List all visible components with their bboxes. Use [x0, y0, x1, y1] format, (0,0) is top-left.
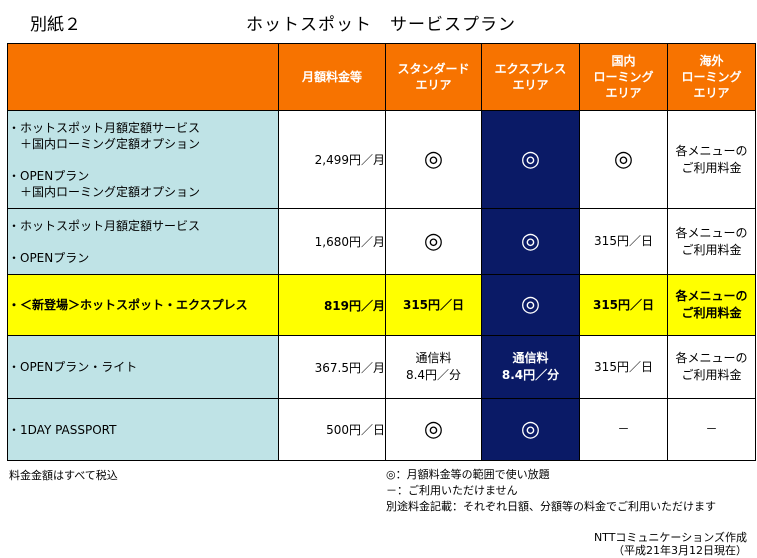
price-cell: 1,680円／月	[278, 208, 386, 275]
service-line: ・OPENプラン・ライト	[8, 360, 138, 374]
overseas-cell: 各メニューの ご利用料金	[667, 274, 756, 336]
overseas-cell: －	[667, 398, 756, 461]
express-cell: ◎	[481, 110, 580, 209]
price-cell: 2,499円／月	[278, 110, 386, 209]
overseas-cell: 各メニューの ご利用料金	[667, 110, 756, 209]
table-row: ・1DAY PASSPORT 500円／日 ◎ ◎ － －	[7, 398, 756, 461]
service-cell: ・ホットスポット月額定額サービス ＋国内ローミング定額オプション ・OPENプラ…	[7, 110, 279, 209]
overseas-cell: 各メニューの ご利用料金	[667, 335, 756, 399]
price-cell: 819円／月	[278, 274, 386, 336]
tax-note: 料金金額はすべて税込	[9, 469, 118, 482]
express-cell: ◎	[481, 274, 580, 336]
appendix-label: 別紙２	[30, 15, 81, 35]
unlimited-mark: ◎	[520, 416, 541, 442]
express-cell: 通信料 8.4円／分	[481, 335, 580, 399]
service-line: ・＜新登場＞ホットスポット・エクスプレス	[8, 298, 248, 312]
legend-notes: ◎：月額料金等の範囲で使い放題 －：ご利用いただけません 別途料金記載：それぞれ…	[386, 467, 716, 515]
service-line	[9, 234, 278, 250]
unlimited-mark: ◎	[520, 146, 541, 172]
header-domestic-roaming: 国内 ローミング エリア	[579, 43, 668, 111]
domestic-cell: ◎	[579, 110, 668, 209]
service-line: ・ホットスポット月額定額サービス	[8, 218, 201, 233]
author-name: NTTコミュニケーションズ作成	[593, 531, 747, 544]
table-row: ・ホットスポット月額定額サービス ＋国内ローミング定額オプション ・OPENプラ…	[7, 110, 756, 209]
note-unavailable: －：ご利用いただけません	[386, 484, 518, 497]
header-standard-area: スタンダード エリア	[385, 43, 482, 111]
header-overseas-roaming: 海外 ローミング エリア	[667, 43, 756, 111]
unlimited-mark: ◎	[423, 146, 444, 172]
service-line: ・1DAY PASSPORT	[8, 422, 117, 437]
note-unlimited: ◎：月額料金等の範囲で使い放題	[386, 468, 550, 481]
service-line: ・OPENプラン	[8, 168, 90, 183]
domestic-cell: 315円／日	[579, 208, 668, 275]
domestic-cell: －	[579, 398, 668, 461]
express-cell: ◎	[481, 208, 580, 275]
domestic-cell: 315円／日	[579, 335, 668, 399]
service-line: ＋国内ローミング定額オプション	[8, 184, 201, 199]
header-service	[7, 43, 279, 111]
service-cell: ・＜新登場＞ホットスポット・エクスプレス	[7, 274, 279, 336]
standard-cell: ◎	[385, 208, 482, 275]
standard-cell: 315円／日	[385, 274, 482, 336]
unlimited-mark: ◎	[613, 146, 634, 172]
service-line: ＋国内ローミング定額オプション	[8, 136, 201, 151]
domestic-cell: 315円／日	[579, 274, 668, 336]
page-title: ホットスポット サービスプラン	[246, 15, 516, 35]
table-row-highlighted: ・＜新登場＞ホットスポット・エクスプレス 819円／月 315円／日 ◎ 315…	[7, 274, 756, 336]
price-cell: 367.5円／月	[278, 335, 386, 399]
service-cell: ・1DAY PASSPORT	[7, 398, 279, 461]
service-cell: ・ホットスポット月額定額サービス ・OPENプラン	[7, 208, 279, 275]
service-plan-table: 月額料金等 スタンダード エリア エクスプレス エリア 国内 ローミング エリア 海外ロ…	[7, 43, 756, 461]
unlimited-mark: ◎	[520, 228, 541, 254]
header-express-area: エクスプレス エリア	[481, 43, 580, 111]
table-row: ・OPENプラン・ライト 367.5円／月 通信料 8.4円／分 通信料 8.4円／…	[7, 335, 756, 399]
unlimited-mark: ◎	[423, 416, 444, 442]
standard-cell: ◎	[385, 110, 482, 209]
table-row: ・ホットスポット月額定額サービス ・OPENプラン 1,680円／月 ◎ ◎ 3…	[7, 208, 756, 275]
price-cell: 500円／日	[278, 398, 386, 461]
express-cell: ◎	[481, 398, 580, 461]
service-line: ・ホットスポット月額定額サービス	[8, 120, 201, 135]
as-of-date: （平成21年3月12日現在）	[613, 544, 747, 557]
header-monthly-fee: 月額料金等	[278, 43, 386, 111]
note-separate-fee: 別途料金記載：それぞれ日額、分額等の料金でご利用いただけます	[386, 500, 716, 513]
service-cell: ・OPENプラン・ライト	[7, 335, 279, 399]
unlimited-mark: ◎	[423, 228, 444, 254]
header-row: 月額料金等 スタンダード エリア エクスプレス エリア 国内 ローミング エリア 海外ロ…	[7, 43, 756, 111]
unlimited-mark: ◎	[520, 292, 541, 317]
overseas-cell: 各メニューの ご利用料金	[667, 208, 756, 275]
service-line	[9, 152, 278, 168]
standard-cell: ◎	[385, 398, 482, 461]
service-line: ・OPENプラン	[8, 250, 90, 265]
standard-cell: 通信料 8.4円／分	[385, 335, 482, 399]
author-note: NTTコミュニケーションズ作成 （平成21年3月12日現在）	[594, 531, 747, 557]
